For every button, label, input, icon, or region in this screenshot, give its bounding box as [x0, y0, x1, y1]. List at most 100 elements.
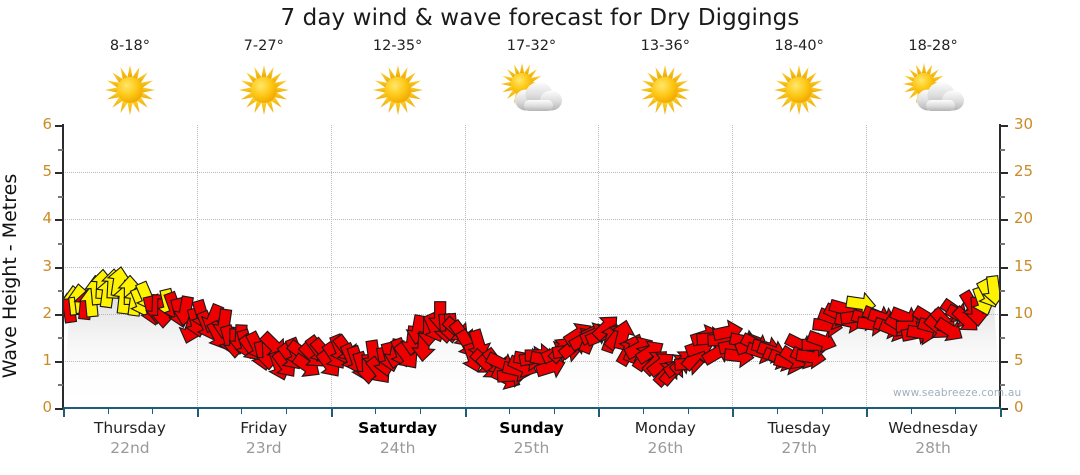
right-axis-tick-label: 20: [1014, 209, 1034, 228]
right-axis-tick: [1000, 313, 1008, 316]
temperature-range: 18-40°: [774, 38, 824, 54]
left-axis-tick-label: 0: [42, 398, 52, 416]
horizontal-gridline: [63, 219, 1000, 221]
x-axis-minor-tick: [687, 408, 689, 414]
left-axis-tick-label: 2: [42, 303, 52, 322]
left-axis-minor-tick: [58, 337, 63, 340]
x-axis-minor-tick: [821, 408, 823, 414]
left-axis-minor-tick: [58, 242, 63, 245]
x-axis-minor-tick: [107, 408, 109, 414]
x-axis-tick: [1000, 408, 1002, 417]
page-title: 7 day wind & wave forecast for Dry Diggi…: [280, 5, 800, 31]
left-axis-spine: [62, 124, 64, 409]
temperature-range: 7-27°: [243, 38, 284, 54]
day-label-strip: Thursday 22nd Friday 23rd Saturday 24th Sunday…: [63, 418, 1000, 468]
left-axis-tick: [55, 408, 63, 410]
right-axis-minor-tick: [1000, 242, 1005, 245]
day-header-monday: 13-36°: [598, 36, 732, 122]
wind-arrow-canvas: [56, 266, 1007, 408]
left-axis-tick: [55, 125, 63, 127]
right-axis-minor-tick: [1000, 195, 1005, 198]
right-axis-tick: [1000, 360, 1008, 363]
left-axis-minor-tick: [58, 384, 63, 387]
day-header-saturday: 12-35°: [331, 36, 465, 122]
day-name: Monday: [634, 419, 696, 437]
x-axis-minor-tick: [286, 408, 288, 414]
left-axis-tick-label: 3: [42, 256, 52, 275]
right-axis-tick-label: 10: [1014, 303, 1034, 322]
wind-arrow: [467, 328, 492, 360]
x-axis-minor-tick: [152, 408, 154, 414]
day-name: Tuesday: [767, 419, 831, 437]
left-axis-tick: [55, 266, 63, 269]
x-axis-minor-tick: [643, 408, 645, 414]
sunny-icon: [732, 62, 866, 118]
left-axis-tick-label: 6: [42, 115, 52, 133]
day-header-strip: 8-18° 7-27° 12-35° 17-32°: [63, 36, 1000, 122]
day-date: 23rd: [245, 439, 282, 457]
site-watermark: www.seabreeze.com.au: [893, 387, 1022, 399]
left-axis-title: Wave Height - Metres: [0, 173, 22, 379]
temperature-range: 8-18°: [109, 38, 150, 54]
left-axis-tick: [55, 360, 63, 363]
day-header-wednesday: 18-28°: [866, 36, 1000, 122]
left-axis-tick: [55, 313, 63, 316]
x-axis-tick: [330, 408, 333, 417]
wind-arrow: [933, 316, 963, 342]
right-axis-tick-label: 30: [1014, 115, 1034, 133]
horizontal-gridline: [63, 266, 1000, 268]
x-axis-minor-tick: [910, 408, 912, 414]
temperature-range: 12-35°: [372, 38, 423, 54]
x-axis-day-tuesday: Tuesday 27th: [732, 418, 866, 458]
x-axis-tick: [598, 408, 601, 417]
right-axis-minor-tick: [1000, 290, 1005, 293]
day-name: Friday: [240, 419, 288, 437]
horizontal-gridline: [63, 172, 1000, 174]
partly-cloudy-icon: [465, 62, 599, 118]
x-axis-minor-tick: [553, 408, 555, 414]
x-axis-tick: [866, 408, 869, 417]
day-name: Wednesday: [888, 419, 978, 437]
left-axis-minor-tick: [58, 195, 63, 198]
wind-arrow-series: [56, 125, 1007, 408]
day-date: 24th: [379, 439, 416, 457]
temperature-range: 13-36°: [640, 38, 691, 54]
x-axis-tick: [196, 408, 199, 417]
x-axis-day-friday: Friday 23rd: [197, 418, 331, 458]
right-axis-minor-tick: [1000, 337, 1005, 340]
day-date: 27th: [781, 439, 818, 457]
sunny-icon: [331, 62, 465, 118]
sunny-icon: [197, 62, 331, 118]
plot-area: [56, 125, 1007, 408]
left-axis-minor-tick: [58, 148, 63, 151]
day-name: Saturday: [358, 419, 438, 437]
right-axis-tick: [1000, 172, 1008, 175]
horizontal-gridline: [63, 313, 1000, 315]
x-axis-tick: [464, 408, 467, 417]
x-axis-minor-tick: [375, 408, 377, 414]
temperature-range: 18-28°: [908, 38, 958, 54]
x-axis-minor-tick: [241, 408, 243, 414]
right-axis-tick: [1000, 125, 1008, 127]
sunny-icon: [63, 62, 197, 118]
partly-cloudy-icon: [866, 62, 1000, 118]
day-date: 28th: [915, 439, 951, 457]
day-header-thursday: 8-18°: [63, 36, 197, 122]
day-date: 22nd: [110, 439, 150, 457]
left-axis-tick-label: 1: [42, 350, 52, 369]
right-axis-tick-label: 15: [1014, 256, 1034, 275]
right-axis-tick: [1000, 266, 1008, 269]
left-axis-tick: [55, 172, 63, 175]
series-shadow: [63, 291, 1000, 408]
temperature-range: 17-32°: [506, 38, 557, 54]
right-axis-minor-tick: [1000, 148, 1005, 151]
x-axis-day-thursday: Thursday 22nd: [63, 418, 197, 458]
wind-arrow: [611, 319, 636, 351]
day-header-sunday: 17-32°: [465, 36, 599, 122]
x-axis-minor-tick: [955, 408, 957, 414]
right-axis-tick: [1000, 408, 1008, 410]
x-axis-minor-tick: [509, 408, 511, 414]
x-axis-tick: [63, 408, 65, 417]
day-date: 26th: [647, 439, 684, 457]
left-axis-tick: [55, 219, 63, 222]
